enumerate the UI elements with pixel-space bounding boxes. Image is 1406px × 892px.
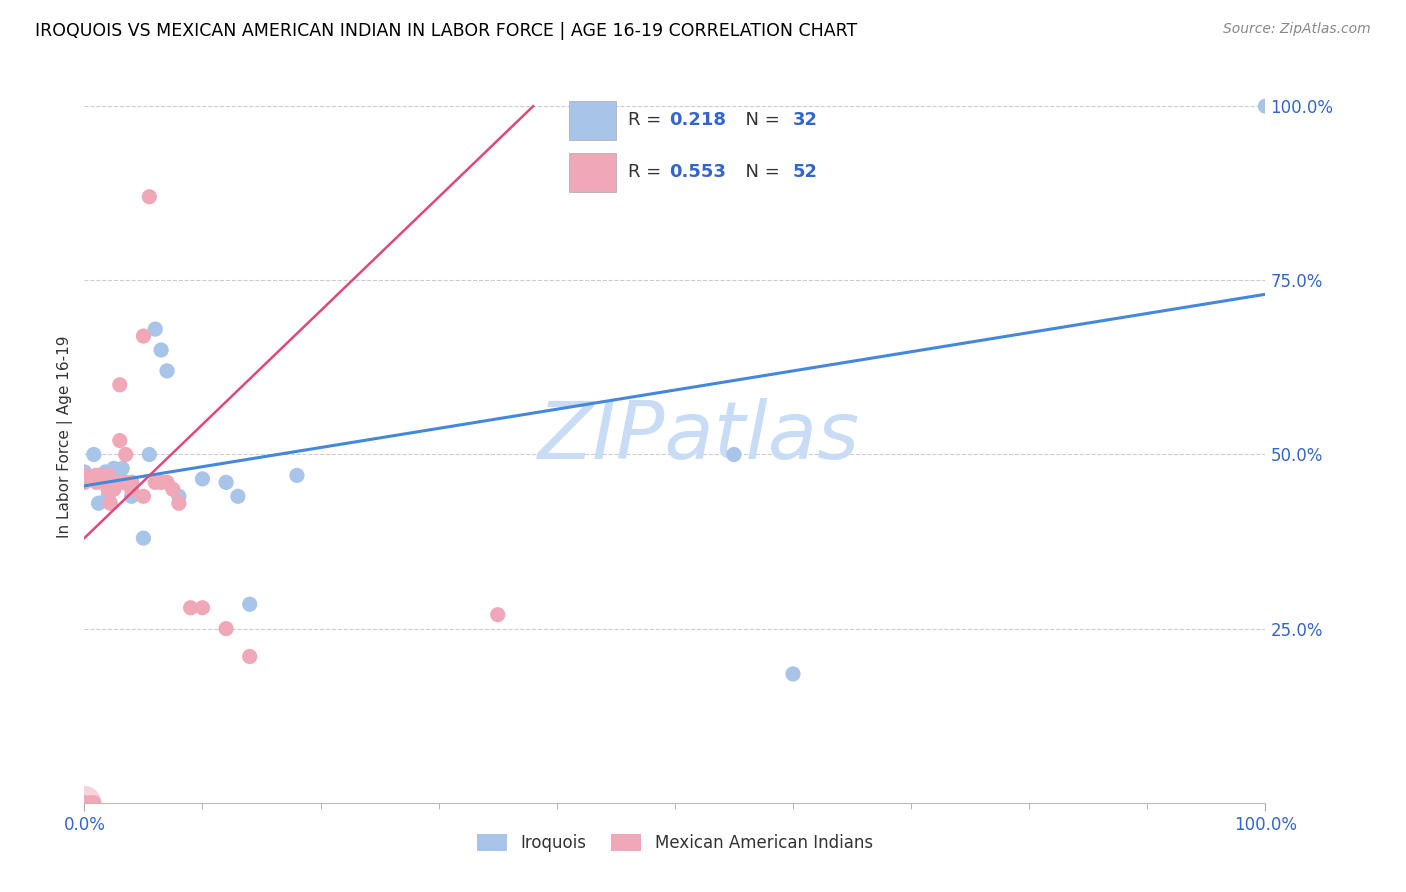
Point xyxy=(215,622,238,636)
Point xyxy=(94,475,117,490)
Point xyxy=(132,329,155,343)
Point xyxy=(285,468,308,483)
Point xyxy=(73,796,96,810)
Point xyxy=(180,600,202,615)
Point xyxy=(79,796,101,810)
Point xyxy=(98,496,121,510)
Point xyxy=(121,483,143,497)
Text: Source: ZipAtlas.com: Source: ZipAtlas.com xyxy=(1223,22,1371,37)
Point xyxy=(239,597,262,611)
Point xyxy=(108,377,131,392)
Point xyxy=(143,475,166,490)
Point xyxy=(226,489,249,503)
Point xyxy=(108,434,131,448)
Point xyxy=(73,468,96,483)
Point xyxy=(73,796,96,810)
Point xyxy=(103,461,125,475)
Point xyxy=(97,489,120,503)
Point xyxy=(114,475,136,490)
Point xyxy=(150,343,173,357)
Point xyxy=(138,190,160,204)
Point xyxy=(108,475,131,490)
Point xyxy=(111,475,134,490)
Point xyxy=(167,496,190,510)
Point xyxy=(114,448,136,462)
Point xyxy=(723,448,745,462)
Point xyxy=(84,475,107,490)
Point xyxy=(167,489,190,503)
Point xyxy=(111,461,134,475)
Point xyxy=(107,475,129,490)
Point xyxy=(73,475,96,490)
Point xyxy=(121,475,143,490)
Point xyxy=(87,468,110,483)
Point xyxy=(239,649,262,664)
Point xyxy=(73,465,96,479)
Point xyxy=(121,475,143,490)
Point xyxy=(73,796,96,810)
Point xyxy=(150,475,173,490)
Point xyxy=(97,475,120,490)
Point xyxy=(107,463,129,477)
Text: ZIPatlas: ZIPatlas xyxy=(537,398,859,476)
Point xyxy=(97,483,120,497)
Point xyxy=(162,483,184,497)
Text: IROQUOIS VS MEXICAN AMERICAN INDIAN IN LABOR FORCE | AGE 16-19 CORRELATION CHART: IROQUOIS VS MEXICAN AMERICAN INDIAN IN L… xyxy=(35,22,858,40)
Point xyxy=(486,607,509,622)
Point xyxy=(132,531,155,545)
Point xyxy=(143,322,166,336)
Point xyxy=(138,448,160,462)
Point xyxy=(97,468,120,483)
Point xyxy=(83,448,105,462)
Point xyxy=(87,496,110,510)
Point xyxy=(83,796,105,810)
Point xyxy=(782,667,804,681)
Point xyxy=(191,600,214,615)
Point xyxy=(1254,99,1277,113)
Legend: Iroquois, Mexican American Indians: Iroquois, Mexican American Indians xyxy=(468,825,882,860)
Point xyxy=(132,489,155,503)
Point xyxy=(121,489,143,503)
Point xyxy=(84,468,107,483)
Point xyxy=(156,364,179,378)
Point xyxy=(191,472,214,486)
Point xyxy=(91,475,114,490)
Y-axis label: In Labor Force | Age 16-19: In Labor Force | Age 16-19 xyxy=(58,335,73,539)
Point xyxy=(94,465,117,479)
Point xyxy=(156,475,179,490)
Point xyxy=(215,475,238,490)
Point xyxy=(103,483,125,497)
